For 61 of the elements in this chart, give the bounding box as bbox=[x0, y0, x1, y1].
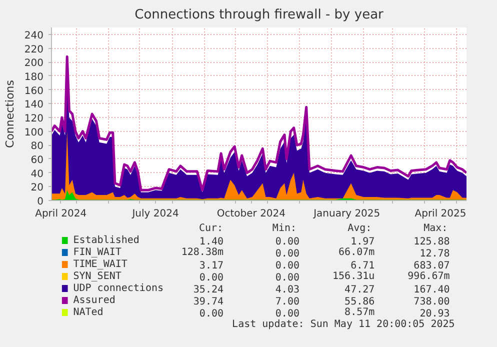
y-tick-label: 200 bbox=[24, 58, 44, 70]
y-tick-label: 60 bbox=[30, 154, 44, 166]
y-tick-label: 120 bbox=[24, 113, 44, 124]
y-tick-label: 20 bbox=[30, 182, 44, 194]
y-tick-label: 80 bbox=[30, 141, 44, 152]
x-tick-label: October 2024 bbox=[216, 208, 286, 220]
text: 0.00 bbox=[275, 308, 300, 320]
text: 0.00 bbox=[275, 248, 300, 260]
text: 0.00 bbox=[275, 260, 300, 272]
y-tick-label: 40 bbox=[30, 168, 44, 180]
y-tick-label: 220 bbox=[24, 44, 44, 56]
text: 738.00 bbox=[414, 296, 450, 308]
chart-title: Connections through firewall - by year bbox=[134, 8, 384, 22]
text: 3.17 bbox=[199, 260, 224, 272]
text: 20.93 bbox=[420, 308, 450, 320]
legend-label: FIN_WAIT bbox=[73, 247, 122, 258]
text: 35.24 bbox=[193, 284, 224, 296]
legend-label: NATed bbox=[73, 307, 104, 318]
text: 167.40 bbox=[414, 284, 450, 296]
legend-label: UDP connections bbox=[73, 283, 164, 294]
text: Last update: Sun May 11 20:00:05 2025 bbox=[232, 319, 455, 330]
text: 55.86 bbox=[344, 296, 375, 308]
y-tick-label: 140 bbox=[24, 100, 44, 111]
text: 0.00 bbox=[275, 272, 300, 284]
legend-label: TIME_WAIT bbox=[73, 259, 128, 270]
text: 128.38m bbox=[181, 247, 224, 258]
y-tick-label: 100 bbox=[24, 127, 44, 138]
x-tick-label: April 2024 bbox=[35, 208, 87, 220]
legend-label: Assured bbox=[73, 295, 116, 306]
text: Max: bbox=[424, 223, 448, 234]
legend-label: SYN_SENT bbox=[73, 271, 122, 282]
y-tick-label: 160 bbox=[24, 86, 44, 97]
x-tick-label: July 2024 bbox=[131, 208, 179, 220]
y-tick-label: 0 bbox=[37, 196, 44, 208]
legend-label: Established bbox=[73, 235, 140, 246]
line-series bbox=[52, 55, 466, 192]
text: 47.27 bbox=[344, 284, 375, 296]
x-tick-label: January 2025 bbox=[312, 208, 380, 220]
text: 683.07 bbox=[414, 260, 450, 272]
text: 39.74 bbox=[193, 296, 224, 308]
text: 8.57m bbox=[344, 307, 375, 318]
text: 66.07m bbox=[338, 247, 375, 258]
text: 156.31u bbox=[332, 271, 375, 282]
text: 7.00 bbox=[275, 296, 300, 308]
y-axis-title: Connections bbox=[3, 80, 16, 148]
text: 4.03 bbox=[275, 284, 300, 296]
text: 125.88 bbox=[414, 236, 450, 248]
y-tick-label: 180 bbox=[24, 72, 44, 83]
text: 0.00 bbox=[275, 236, 300, 248]
text: Cur: bbox=[198, 223, 224, 234]
text: Min: bbox=[272, 223, 297, 234]
text: 1.40 bbox=[199, 236, 224, 248]
text: 6.71 bbox=[350, 260, 375, 272]
y-tick-label: 240 bbox=[24, 30, 44, 42]
text: 0.00 bbox=[199, 272, 224, 284]
text: 0.00 bbox=[199, 308, 224, 320]
text: 1.97 bbox=[350, 236, 375, 248]
text: Avg: bbox=[348, 223, 372, 234]
text: 996.67m bbox=[408, 271, 450, 282]
text: 12.78 bbox=[420, 248, 450, 260]
x-tick-label: April 2025 bbox=[414, 208, 466, 220]
